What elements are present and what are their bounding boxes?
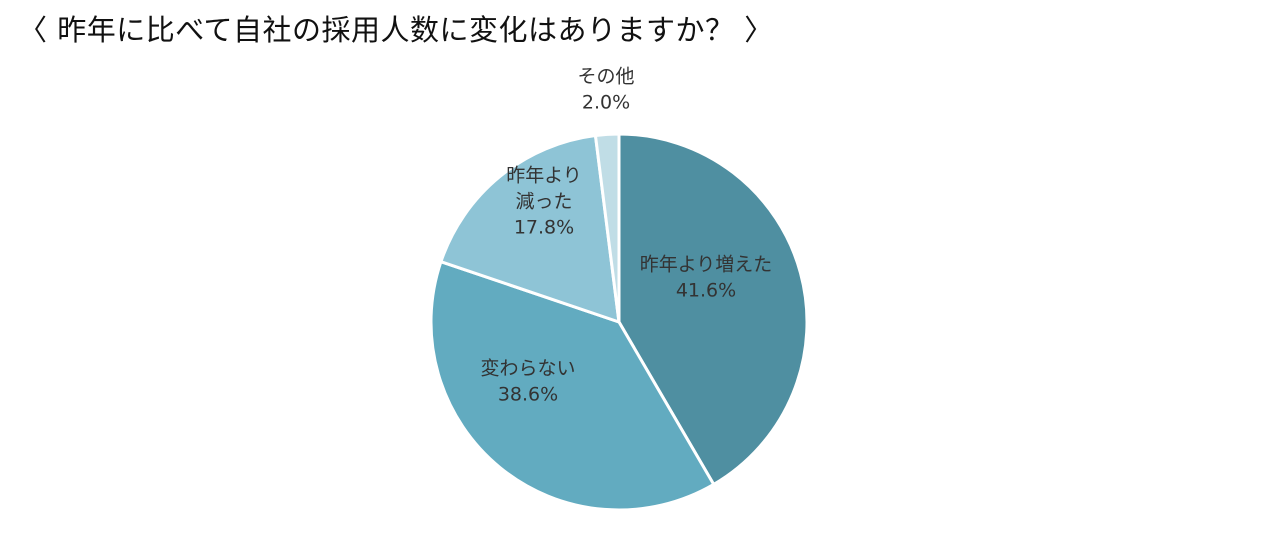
slice-category-label-2: 昨年より bbox=[506, 165, 582, 187]
slice-category-label-2: 減った bbox=[515, 191, 572, 213]
slice-category-label-1: 変わらない bbox=[480, 358, 575, 380]
slice-value-label-3: 2.0% bbox=[582, 92, 630, 114]
pie-slice-1 bbox=[429, 260, 716, 512]
pie-slice-2 bbox=[439, 133, 621, 324]
pie-slices bbox=[429, 132, 809, 512]
pie-slice-3 bbox=[593, 132, 621, 324]
slice-category-label-3: その他 bbox=[577, 66, 634, 88]
pie-slice-0 bbox=[617, 132, 809, 486]
slice-value-label-2: 17.8% bbox=[514, 217, 574, 239]
slice-category-label-0: 昨年より増えた bbox=[640, 254, 773, 276]
slice-value-label-1: 38.6% bbox=[498, 384, 558, 406]
slice-value-label-0: 41.6% bbox=[676, 280, 736, 302]
page-title: 〈 昨年に比べて自社の採用人数に変化はありますか？ 〉 bbox=[18, 13, 774, 47]
